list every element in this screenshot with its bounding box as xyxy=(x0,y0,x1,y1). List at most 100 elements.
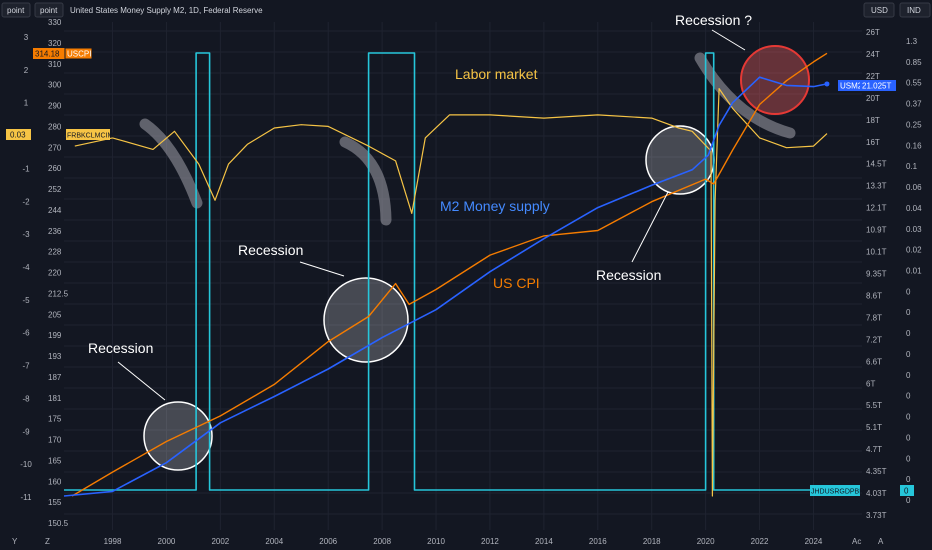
right-ind-tick: 0 xyxy=(906,496,911,505)
right-ind-tick: 0 xyxy=(906,392,911,401)
right-usd-tick: 3.73T xyxy=(866,511,887,520)
bottom-right-ac[interactable]: Ac xyxy=(852,537,861,546)
series-line-frbkclmcim xyxy=(74,88,828,497)
annotation-labor-market: Labor market xyxy=(455,66,538,82)
time-axis: 1998 2000 2002 2004 2006 2008 2010 2012 2014 2016… xyxy=(104,537,823,546)
left-inner-tick: 175 xyxy=(48,415,62,424)
right-ind-axis: 1.3 0.85 0.55 0.37 0.25 0.16 0.1 0.06 0.04 0.03 0.… xyxy=(906,37,922,505)
x-tick: 2020 xyxy=(697,537,715,546)
left-outer-tick: 3 xyxy=(24,33,29,42)
scale-button-usd[interactable] xyxy=(863,2,895,18)
left-inner-tick: 187 xyxy=(48,373,62,382)
right-usd-tick: 4.7T xyxy=(866,445,882,454)
scale-button-left-inner[interactable] xyxy=(34,2,64,18)
labor-highlight-2001 xyxy=(139,118,203,209)
labor-badge: 0.03 FRBKCLMCIM xyxy=(6,129,113,140)
svg-text:0.03: 0.03 xyxy=(10,131,26,140)
left-outer-tick: -6 xyxy=(22,329,30,338)
left-outer-tick: -7 xyxy=(22,362,30,371)
right-usd-tick: 20T xyxy=(866,94,880,103)
scale-button-left-inner-label: point xyxy=(40,6,58,15)
right-usd-tick: 7.2T xyxy=(866,335,882,344)
svg-text:FRBKCLMCIM: FRBKCLMCIM xyxy=(67,133,113,140)
left-inner-tick: 150.5 xyxy=(48,519,69,528)
right-usd-tick: 4.35T xyxy=(866,467,887,476)
left-inner-tick: 212.5 xyxy=(48,289,69,298)
right-usd-tick: 22T xyxy=(866,72,880,81)
left-inner-tick: 252 xyxy=(48,185,62,194)
svg-text:21.025T: 21.025T xyxy=(862,82,891,91)
scale-button-ind[interactable] xyxy=(899,2,931,18)
grid xyxy=(64,22,862,530)
scale-button-ind-label: IND xyxy=(907,6,921,15)
left-outer-tick: -1 xyxy=(22,164,30,173)
x-tick: 2018 xyxy=(643,537,661,546)
x-tick: 2012 xyxy=(481,537,499,546)
right-ind-tick: 0 xyxy=(906,329,911,338)
series-layer xyxy=(63,52,841,497)
right-ind-tick: 0.03 xyxy=(906,225,922,234)
left-inner-tick: 320 xyxy=(48,39,62,48)
recession-circle-future xyxy=(740,45,810,115)
right-ind-tick: 0 xyxy=(906,475,911,484)
left-inner-tick: 244 xyxy=(48,206,62,215)
right-ind-tick: 0 xyxy=(906,308,911,317)
right-ind-tick: 0.1 xyxy=(906,162,918,171)
x-tick: 2000 xyxy=(158,537,176,546)
right-ind-tick: 0.55 xyxy=(906,79,922,88)
chart-title: United States Money Supply M2, 1D, Feder… xyxy=(70,6,263,15)
right-ind-tick: 0.37 xyxy=(906,100,922,109)
left-outer-axis: 3210-1-2-3-4-5-6-7-8-9-10-11 xyxy=(20,33,32,502)
series-line-usm2 xyxy=(63,76,828,497)
left-inner-tick: 181 xyxy=(48,394,62,403)
svg-text:JHDUSRGDPBR: JHDUSRGDPBR xyxy=(811,489,864,496)
x-tick: 2014 xyxy=(535,537,553,546)
right-ind-tick: 0 xyxy=(906,454,911,463)
bottom-right-a[interactable]: A xyxy=(878,537,884,546)
right-ind-tick: 0 xyxy=(906,371,911,380)
right-ind-tick: 0 xyxy=(906,433,911,442)
left-inner-tick: 310 xyxy=(48,60,62,69)
left-outer-tick: -3 xyxy=(22,230,30,239)
left-outer-tick: 2 xyxy=(24,66,29,75)
right-usd-tick: 18T xyxy=(866,116,880,125)
left-outer-tick: -9 xyxy=(22,427,30,436)
x-tick: 2006 xyxy=(319,537,337,546)
right-usd-tick: 10.9T xyxy=(866,226,887,235)
right-usd-tick: 5.1T xyxy=(866,423,882,432)
right-usd-axis: 26T 24T 22T 20T 18T 16T 14.5T 13.3T 12.1T 10.9T 10… xyxy=(866,28,887,520)
series-line-jhdusrgdpbr xyxy=(64,52,841,491)
right-usd-tick: 4.03T xyxy=(866,489,887,498)
right-usd-tick: 10.1T xyxy=(866,248,887,257)
bottom-left-y[interactable]: Y xyxy=(12,537,18,546)
left-inner-tick: 228 xyxy=(48,248,62,257)
right-ind-tick: 0 xyxy=(906,287,911,296)
left-outer-tick: -2 xyxy=(22,197,30,206)
bottom-left-z[interactable]: Z xyxy=(45,537,50,546)
left-inner-axis: 330 320 310 300 290 280 270 260 252 244 236 228 220 2… xyxy=(48,18,69,528)
right-ind-tick: 1.3 xyxy=(906,37,918,46)
annotation-cpi: US CPI xyxy=(493,275,540,291)
svg-text:314.18: 314.18 xyxy=(35,50,60,59)
scale-button-left-outer[interactable] xyxy=(1,2,31,18)
right-usd-tick: 6.6T xyxy=(866,357,882,366)
left-inner-tick: 160 xyxy=(48,477,62,486)
right-usd-tick: 7.8T xyxy=(866,313,882,322)
left-outer-tick: -10 xyxy=(20,460,32,469)
svg-text:0: 0 xyxy=(904,487,909,496)
left-inner-tick: 330 xyxy=(48,18,62,27)
x-tick: 2016 xyxy=(589,537,607,546)
left-inner-tick: 236 xyxy=(48,227,62,236)
right-usd-tick: 16T xyxy=(866,138,880,147)
right-ind-tick: 0.01 xyxy=(906,267,922,276)
right-ind-tick: 0.04 xyxy=(906,204,922,213)
series-line-uscpi xyxy=(71,52,828,497)
right-ind-tick: 0 xyxy=(906,350,911,359)
left-outer-tick: -4 xyxy=(22,263,30,272)
pointer-future xyxy=(711,29,746,51)
right-ind-tick: 0 xyxy=(906,413,911,422)
right-usd-tick: 26T xyxy=(866,28,880,37)
left-inner-tick: 260 xyxy=(48,164,62,173)
right-usd-tick: 13.3T xyxy=(866,182,887,191)
